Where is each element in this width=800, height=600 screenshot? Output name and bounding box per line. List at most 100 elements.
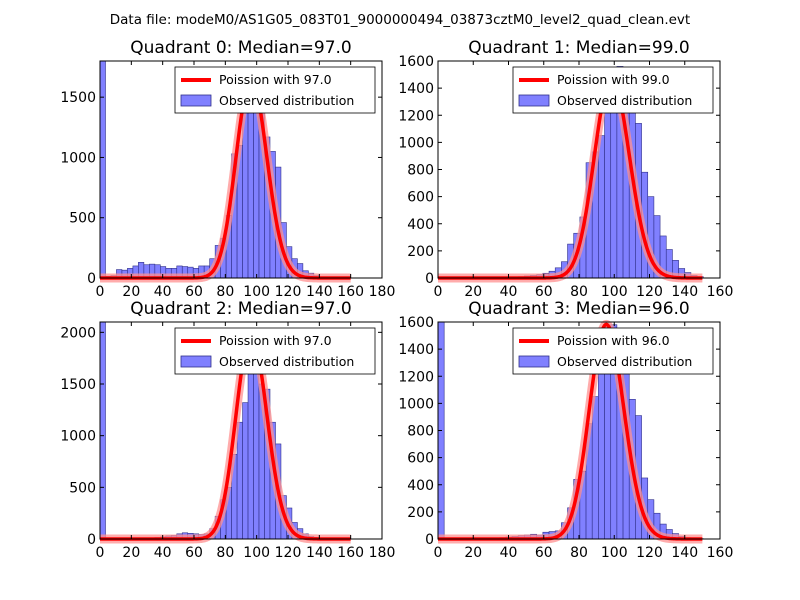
x-tick-label: 160 xyxy=(707,284,734,300)
x-tick-label: 40 xyxy=(154,545,172,561)
y-tick-label: 1000 xyxy=(60,429,96,445)
figure-suptitle: Data file: modeM0/AS1G05_083T01_90000004… xyxy=(110,12,690,28)
x-tick-label: 20 xyxy=(464,545,482,561)
y-tick-label: 200 xyxy=(407,244,434,260)
legend-poisson-label: Poission with 97.0 xyxy=(219,72,332,87)
x-tick-label: 100 xyxy=(601,284,628,300)
y-tick-label: 500 xyxy=(69,480,96,496)
panel-title: Quadrant 0: Median=97.0 xyxy=(130,38,352,58)
panel-quadrant-3: Quadrant 3: Median=96.0 0 20 40 60 80 100 120 1… xyxy=(398,299,733,561)
legend-observed-swatch xyxy=(180,355,212,368)
x-tick-label: 120 xyxy=(275,545,302,561)
legend-box xyxy=(174,66,376,114)
x-tick-label: 140 xyxy=(306,284,333,300)
y-tick-label: 0 xyxy=(87,271,96,287)
axis-ticks: 0 20 40 60 80 100 120 140 1600 200 400 600 800 1000 12… xyxy=(398,315,733,561)
y-tick-label: 1000 xyxy=(60,150,96,166)
y-tick-label: 1600 xyxy=(398,54,434,70)
axis-ticks: 0 20 40 60 80 100 120 140 160 180 0 500 1000 1500 2000 xyxy=(60,322,395,561)
y-tick-label: 800 xyxy=(407,163,434,179)
histogram-bar xyxy=(598,135,605,279)
legend-observed-swatch xyxy=(518,94,550,107)
x-tick-label: 60 xyxy=(185,545,203,561)
legend: Poission with 97.0 Observed distribution xyxy=(174,327,376,375)
x-tick-label: 100 xyxy=(243,284,270,300)
x-tick-label: 40 xyxy=(500,284,518,300)
histogram-bar xyxy=(604,101,612,279)
plot-frame xyxy=(99,60,383,279)
x-tick-label: 160 xyxy=(337,284,364,300)
x-tick-label: 60 xyxy=(535,284,553,300)
axis-ticks: 0 20 40 60 80 100 120 140 160 180 0 500 1000 1500 xyxy=(60,61,395,300)
y-tick-label: 600 xyxy=(407,451,434,467)
panel-quadrant-0: Quadrant 0: Median=97.0 0 20 40 60 80 100 120 1… xyxy=(60,38,395,300)
y-tick-label: 400 xyxy=(407,217,434,233)
y-tick-label: 800 xyxy=(407,424,434,440)
histogram-bar xyxy=(236,421,243,540)
legend-poisson-label: Poission with 96.0 xyxy=(557,333,670,348)
y-tick-label: 1200 xyxy=(398,369,434,385)
y-tick-label: 1000 xyxy=(398,135,434,151)
legend: Poission with 96.0 Observed distribution xyxy=(512,327,714,375)
y-tick-label: 500 xyxy=(69,211,96,227)
legend: Poission with 99.0 Observed distribution xyxy=(512,66,714,114)
x-tick-label: 40 xyxy=(500,545,518,561)
histogram-bar xyxy=(99,321,106,540)
y-tick-label: 1200 xyxy=(398,108,434,124)
y-tick-label: 0 xyxy=(425,271,434,287)
x-tick-label: 160 xyxy=(337,545,364,561)
y-tick-label: 400 xyxy=(407,478,434,494)
x-tick-label: 100 xyxy=(601,545,628,561)
legend-observed-label: Observed distribution xyxy=(557,354,692,369)
histogram-bar xyxy=(247,363,254,540)
histogram-bar xyxy=(242,112,249,279)
x-tick-label: 40 xyxy=(154,284,172,300)
x-tick-label: 120 xyxy=(636,545,663,561)
histogram-bar xyxy=(591,396,599,540)
legend-observed-label: Observed distribution xyxy=(557,93,692,108)
x-tick-label: 20 xyxy=(464,284,482,300)
panel-quadrant-2: Quadrant 2: Median=97.0 0 20 40 60 80 100 120 1… xyxy=(60,299,395,561)
panel-quadrant-1: Quadrant 1: Median=99.0 0 20 40 60 80 100 120 1… xyxy=(398,38,733,300)
x-tick-label: 20 xyxy=(122,545,140,561)
y-tick-label: 0 xyxy=(87,532,96,548)
x-tick-label: 120 xyxy=(275,284,302,300)
plot-frame xyxy=(99,321,383,540)
legend-observed-swatch xyxy=(518,355,550,368)
x-tick-label: 140 xyxy=(306,545,333,561)
legend-poisson-label: Poission with 97.0 xyxy=(219,333,332,348)
axis-ticks: 0 20 40 60 80 100 120 140 1600200400600800100012… xyxy=(398,54,733,300)
x-tick-label: 80 xyxy=(216,545,234,561)
x-tick-label: 60 xyxy=(185,284,203,300)
y-tick-label: 1500 xyxy=(60,377,96,393)
legend-observed-label: Observed distribution xyxy=(219,93,354,108)
x-tick-label: 80 xyxy=(216,284,234,300)
x-tick-label: 180 xyxy=(369,545,396,561)
x-tick-label: 20 xyxy=(122,284,140,300)
x-tick-label: 0 xyxy=(96,545,105,561)
y-tick-label: 1600 xyxy=(398,315,434,331)
y-tick-label: 2000 xyxy=(60,325,96,341)
histogram-bar xyxy=(99,60,106,279)
y-tick-label: 1400 xyxy=(398,342,434,358)
y-tick-label: 1000 xyxy=(398,396,434,412)
x-tick-label: 60 xyxy=(535,545,553,561)
x-tick-label: 180 xyxy=(369,284,396,300)
y-tick-label: 0 xyxy=(425,532,434,548)
x-tick-label: 100 xyxy=(243,545,270,561)
x-tick-label: 0 xyxy=(434,284,443,300)
histogram-bar xyxy=(253,365,260,540)
legend-poisson-label: Poission with 99.0 xyxy=(557,72,670,87)
panel-title: Quadrant 1: Median=99.0 xyxy=(468,38,690,58)
panel-title: Quadrant 2: Median=97.0 xyxy=(130,299,352,319)
panel-title: Quadrant 3: Median=96.0 xyxy=(468,299,690,319)
histogram-bar xyxy=(610,87,618,279)
x-tick-label: 140 xyxy=(671,545,698,561)
histogram-bar xyxy=(247,107,254,279)
legend-observed-label: Observed distribution xyxy=(219,354,354,369)
x-tick-label: 0 xyxy=(96,284,105,300)
x-tick-label: 80 xyxy=(570,545,588,561)
y-tick-label: 200 xyxy=(407,505,434,521)
y-tick-label: 1500 xyxy=(60,90,96,106)
